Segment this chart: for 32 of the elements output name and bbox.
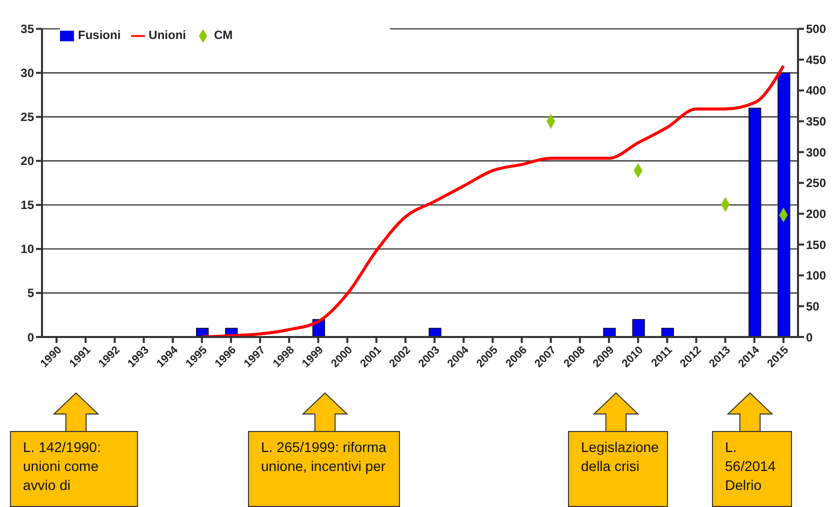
y2-tick-label: 400: [806, 84, 826, 98]
text: Legislazione della crisi: [568, 431, 668, 507]
y-tick-label: 5: [27, 286, 34, 300]
y2-tick-label: 350: [806, 114, 826, 129]
y2-tick-label: 150: [806, 238, 826, 252]
bar: [603, 328, 616, 337]
y2-tick-label: 200: [806, 206, 826, 221]
y-tick-label: 0: [27, 330, 34, 344]
y2-tick-label: 300: [806, 145, 826, 160]
y2-tick-label: 50: [806, 299, 820, 314]
y2-tick-label: 450: [806, 52, 826, 67]
legend-label: Fusioni: [78, 28, 121, 42]
legend-label: CM: [214, 28, 233, 42]
text: L. 142/1990: unioni come avvio di: [10, 431, 138, 507]
text: L. 265/1999: riforma unione, incentivi per: [248, 431, 400, 507]
bar: [632, 319, 645, 337]
y-tick-label: 30: [20, 66, 34, 80]
line-series: [200, 64, 785, 337]
bar: [748, 108, 762, 337]
text: L. 56/2014 Delrio: [712, 431, 792, 507]
legend-label: Unioni: [148, 28, 186, 42]
y2-tick-label: 100: [806, 268, 826, 283]
y2-tick-label: 0: [806, 330, 813, 344]
y-tick-label: 10: [20, 242, 34, 256]
bar: [778, 72, 790, 337]
bar: [428, 328, 442, 337]
y-tick-label: 15: [20, 198, 34, 212]
y-tick-label: 35: [20, 22, 34, 36]
y-tick-label: 20: [20, 154, 34, 168]
y2-tick-label: 500: [806, 22, 826, 36]
y-tick-label: 25: [20, 110, 34, 124]
y2-tick-label: 250: [806, 176, 826, 190]
